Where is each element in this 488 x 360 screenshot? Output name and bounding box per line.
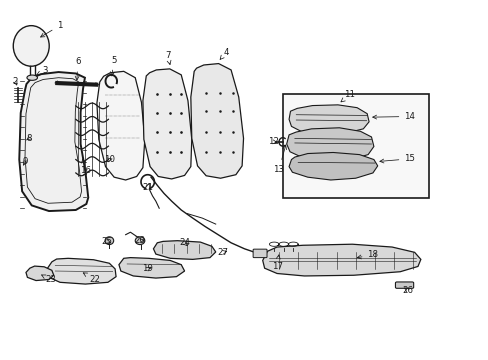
- Text: 23: 23: [41, 275, 56, 284]
- Text: 6: 6: [75, 57, 81, 80]
- Text: 14: 14: [372, 112, 414, 121]
- Text: 17: 17: [271, 255, 282, 271]
- Text: 8: 8: [26, 134, 32, 143]
- Ellipse shape: [13, 26, 49, 66]
- Text: 4: 4: [220, 48, 228, 59]
- Text: 20: 20: [134, 236, 145, 245]
- Text: 21: 21: [142, 183, 153, 192]
- Text: 24: 24: [179, 238, 190, 247]
- Text: 7: 7: [165, 51, 171, 64]
- Text: 26: 26: [401, 285, 412, 294]
- Polygon shape: [190, 64, 243, 178]
- Text: 10: 10: [103, 155, 115, 164]
- Polygon shape: [286, 128, 373, 161]
- Text: 27: 27: [217, 248, 228, 257]
- Polygon shape: [305, 107, 376, 145]
- Polygon shape: [19, 72, 88, 211]
- Text: 25: 25: [101, 237, 112, 246]
- Text: 18: 18: [357, 250, 378, 259]
- Ellipse shape: [27, 75, 38, 80]
- Bar: [282, 94, 428, 198]
- Polygon shape: [119, 258, 184, 278]
- Polygon shape: [142, 69, 191, 179]
- Polygon shape: [288, 153, 377, 180]
- Polygon shape: [97, 71, 144, 180]
- Text: 19: 19: [142, 264, 153, 273]
- Text: 3: 3: [37, 66, 47, 75]
- Text: 16: 16: [80, 159, 91, 175]
- Polygon shape: [153, 241, 215, 259]
- Text: 15: 15: [379, 154, 414, 163]
- Polygon shape: [47, 258, 116, 284]
- Polygon shape: [262, 244, 420, 276]
- Text: 2: 2: [13, 77, 18, 86]
- Text: 12: 12: [267, 138, 278, 147]
- Text: 1: 1: [41, 21, 62, 37]
- Polygon shape: [288, 105, 368, 134]
- FancyBboxPatch shape: [395, 282, 413, 288]
- Polygon shape: [304, 109, 382, 153]
- Text: 9: 9: [22, 157, 28, 166]
- Text: 5: 5: [110, 55, 117, 76]
- FancyBboxPatch shape: [253, 249, 266, 258]
- Text: 13: 13: [273, 145, 286, 174]
- Text: 11: 11: [340, 90, 355, 102]
- Ellipse shape: [105, 237, 113, 244]
- Text: 22: 22: [83, 273, 100, 284]
- Ellipse shape: [135, 237, 144, 244]
- Polygon shape: [26, 266, 54, 280]
